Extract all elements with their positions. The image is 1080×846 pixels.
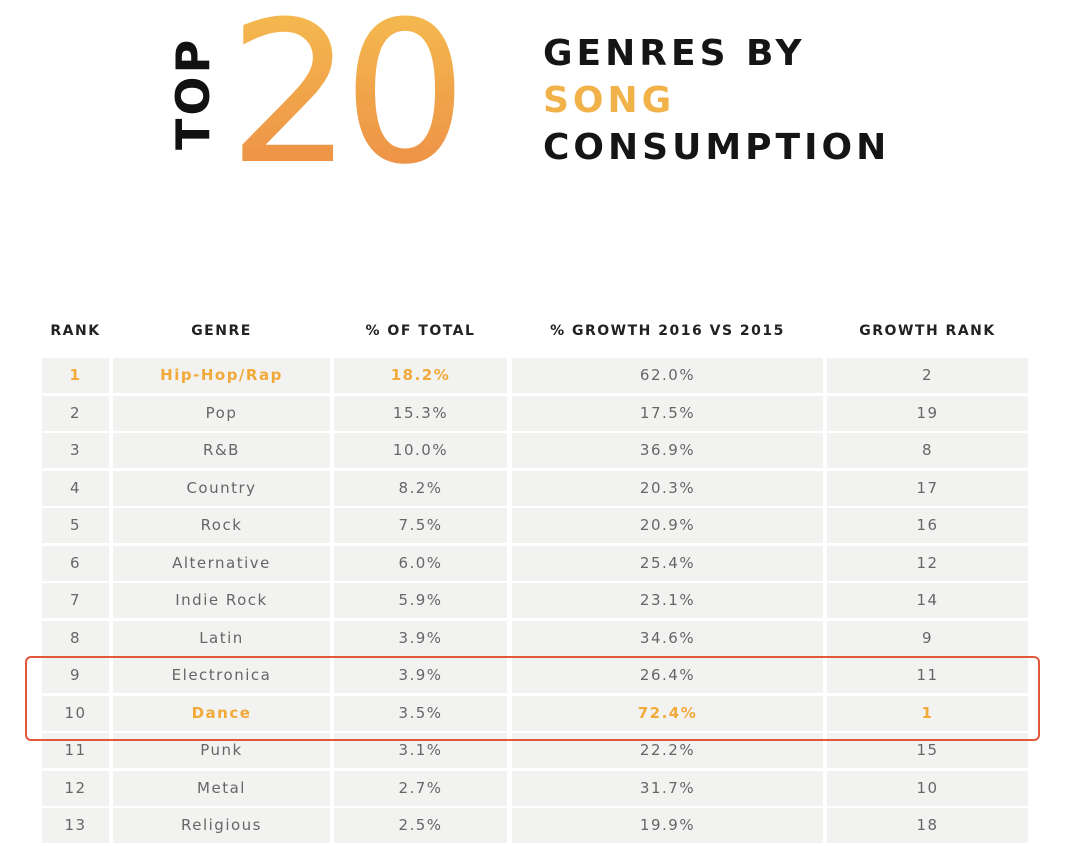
growth-rank-cell: 1 [827,695,1028,731]
growth-cell: 23.1% [512,583,823,618]
genre-cell: Electronica [113,658,330,693]
genre-cell: Dance [113,695,330,731]
pct-of-total-cell: 5.9% [334,583,507,618]
pct-of-total-cell: 3.9% [334,620,507,656]
title-line-3: CONSUMPTION [543,127,891,168]
genre-cell: Pop [113,395,330,431]
title-block: GENRES BY SONG CONSUMPTION [543,30,890,171]
table-row: 7 Indie Rock 5.9% 23.1% 14 [42,583,1032,621]
pct-of-total-cell: 3.9% [334,658,507,693]
growth-cell: 19.9% [512,808,823,843]
genre-cell: Metal [113,770,330,806]
growth-rank-cell: 15 [827,733,1028,768]
table-row: 5 Rock 7.5% 20.9% 16 [42,508,1032,546]
rank-cell: 10 [42,695,109,731]
growth-rank-cell: 8 [827,433,1028,468]
genre-cell: Punk [113,733,330,768]
rank-cell: 2 [42,395,109,431]
genre-cell: Latin [113,620,330,656]
growth-cell: 72.4% [512,695,823,731]
genre-cell: Rock [113,508,330,543]
pct-of-total-cell: 2.7% [334,770,507,806]
genre-cell: Religious [113,808,330,843]
rank-cell: 12 [42,770,109,806]
title-line-2: SONG [543,80,676,121]
genre-cell: Hip-Hop/Rap [113,358,330,393]
growth-cell: 22.2% [512,733,823,768]
column-header-growth: % GROWTH 2016 VS 2015 [550,323,785,339]
growth-cell: 17.5% [512,395,823,431]
genre-cell: Indie Rock [113,583,330,618]
growth-rank-cell: 12 [827,545,1028,581]
table-row: 13 Religious 2.5% 19.9% 18 [42,808,1032,846]
pct-of-total-cell: 15.3% [334,395,507,431]
rank-cell: 8 [42,620,109,656]
growth-cell: 62.0% [512,358,823,393]
table-row: 4 Country 8.2% 20.3% 17 [42,470,1032,509]
pct-of-total-cell: 3.1% [334,733,507,768]
table-row: 3 R&B 10.0% 36.9% 8 [42,433,1032,471]
growth-rank-cell: 10 [827,770,1028,806]
genre-cell: Alternative [113,545,330,581]
column-header-rank: RANK [50,323,101,339]
table-row: 1 Hip-Hop/Rap 18.2% 62.0% 2 [42,358,1032,396]
growth-cell: 20.3% [512,470,823,506]
growth-cell: 20.9% [512,508,823,543]
table-row: 10 Dance 3.5% 72.4% 1 [42,695,1032,734]
rank-cell: 4 [42,470,109,506]
growth-rank-cell: 11 [827,658,1028,693]
growth-rank-cell: 18 [827,808,1028,843]
pct-of-total-cell: 18.2% [334,358,507,393]
table-body: 1 Hip-Hop/Rap 18.2% 62.0% 2 2 Pop 15.3% 17.5% 19 3… [42,358,1032,846]
column-header-pct-of-total: % OF TOTAL [365,323,476,339]
rank-cell: 5 [42,508,109,543]
column-header-genre: GENRE [191,323,252,339]
table-header-row: RANK GENRE % OF TOTAL % GROWTH 2016 VS 2… [42,315,1032,355]
table-row: 2 Pop 15.3% 17.5% 19 [42,395,1032,434]
rank-cell: 11 [42,733,109,768]
pct-of-total-cell: 8.2% [334,470,507,506]
rank-cell: 9 [42,658,109,693]
growth-rank-cell: 9 [827,620,1028,656]
growth-rank-cell: 14 [827,583,1028,618]
growth-cell: 31.7% [512,770,823,806]
rank-cell: 13 [42,808,109,843]
growth-rank-cell: 16 [827,508,1028,543]
growth-cell: 26.4% [512,658,823,693]
growth-cell: 34.6% [512,620,823,656]
highlight-box [25,656,1040,741]
pct-of-total-cell: 2.5% [334,808,507,843]
growth-cell: 25.4% [512,545,823,581]
growth-rank-cell: 19 [827,395,1028,431]
genre-table: RANK GENRE % OF TOTAL % GROWTH 2016 VS 2… [42,315,1032,843]
growth-rank-cell: 17 [827,470,1028,506]
pct-of-total-cell: 3.5% [334,695,507,731]
table-row: 6 Alternative 6.0% 25.4% 12 [42,545,1032,584]
rank-cell: 7 [42,583,109,618]
genre-cell: R&B [113,433,330,468]
pct-of-total-cell: 7.5% [334,508,507,543]
top-number: 20 [228,0,467,192]
growth-cell: 36.9% [512,433,823,468]
title-line-1: GENRES BY [543,33,806,74]
pct-of-total-cell: 10.0% [334,433,507,468]
table-row: 9 Electronica 3.9% 26.4% 11 [42,658,1032,696]
table-row: 12 Metal 2.7% 31.7% 10 [42,770,1032,809]
rank-cell: 3 [42,433,109,468]
column-header-growth-rank: GROWTH RANK [859,323,996,339]
pct-of-total-cell: 6.0% [334,545,507,581]
rank-cell: 1 [42,358,109,393]
genre-cell: Country [113,470,330,506]
table-row: 8 Latin 3.9% 34.6% 9 [42,620,1032,659]
table-row: 11 Punk 3.1% 22.2% 15 [42,733,1032,771]
rank-cell: 6 [42,545,109,581]
growth-rank-cell: 2 [827,358,1028,393]
infographic-header: TOP 20 GENRES BY SONG CONSUMPTION [0,0,1080,220]
top-label: TOP [166,36,220,150]
